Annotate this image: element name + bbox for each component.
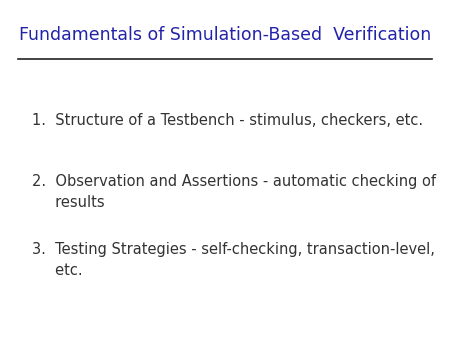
Text: Fundamentals of Simulation-Based  Verification: Fundamentals of Simulation-Based Verific… bbox=[19, 26, 431, 45]
Text: 1.  Structure of a Testbench - stimulus, checkers, etc.: 1. Structure of a Testbench - stimulus, … bbox=[32, 113, 423, 128]
Text: 2.  Observation and Assertions - automatic checking of
     results: 2. Observation and Assertions - automati… bbox=[32, 174, 436, 210]
Text: 3.  Testing Strategies - self-checking, transaction-level,
     etc.: 3. Testing Strategies - self-checking, t… bbox=[32, 242, 434, 278]
